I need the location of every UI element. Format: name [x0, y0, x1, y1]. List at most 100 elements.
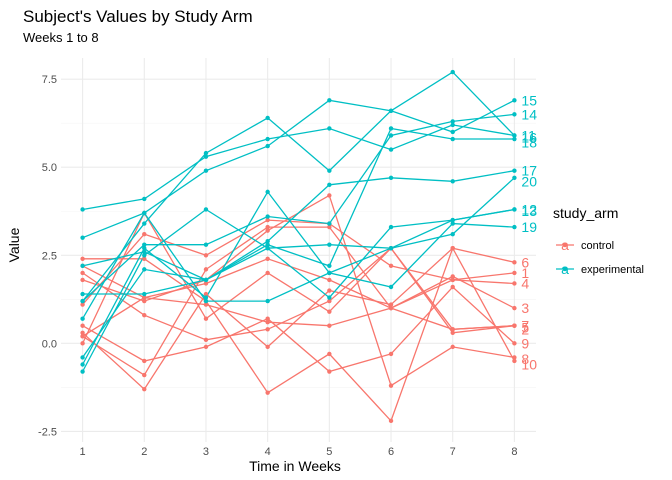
data-point-17: [80, 263, 85, 269]
end-label-10: 10: [521, 356, 537, 372]
data-point-18: [512, 175, 517, 180]
series-line-3: [82, 265, 515, 327]
data-point-4: [512, 281, 517, 286]
end-label-15: 15: [521, 92, 537, 108]
legend-label-experimental: experimental: [581, 264, 644, 276]
data-point-13: [265, 246, 270, 251]
y-tick-label: 5.0: [42, 162, 57, 174]
series-line-17: [82, 170, 515, 281]
series-line-14: [82, 113, 515, 302]
x-tick-label: 7: [450, 446, 456, 458]
data-point-3: [327, 323, 332, 328]
data-point-1: [142, 372, 147, 378]
data-point-2: [142, 312, 147, 318]
series-line-5: [82, 211, 515, 344]
data-point-9: [142, 358, 147, 364]
end-label-2: 2: [521, 321, 529, 337]
data-point-15: [265, 115, 270, 121]
data-point-20: [327, 270, 332, 276]
x-tick-label: 6: [388, 446, 394, 458]
data-point-17: [327, 182, 332, 188]
data-point-7: [142, 295, 147, 300]
data-point-11: [388, 147, 394, 152]
end-label-6: 6: [521, 254, 529, 270]
end-label-18: 18: [521, 135, 537, 151]
series-line-15: [82, 99, 515, 302]
end-label-17: 17: [521, 163, 537, 179]
end-label-3: 3: [521, 300, 529, 316]
data-point-4: [388, 263, 394, 269]
data-point-1: [512, 270, 517, 276]
data-point-1: [327, 224, 332, 230]
data-point-2: [327, 298, 332, 304]
x-tick-label: 5: [326, 446, 332, 458]
series-points: [80, 69, 517, 424]
data-point-20: [450, 221, 455, 226]
data-point-13: [450, 217, 455, 223]
legend-title: study_arm: [553, 205, 618, 221]
data-point-7: [512, 323, 517, 328]
data-point-15: [327, 168, 332, 173]
end-label-11: 11: [521, 128, 536, 144]
data-point-13: [142, 253, 147, 258]
series-line-13: [82, 208, 515, 372]
data-point-19: [450, 136, 455, 142]
data-point-11: [142, 196, 147, 202]
data-point-20: [388, 284, 394, 290]
end-label-16: 16: [521, 129, 537, 145]
data-point-15: [512, 98, 517, 103]
data-point-7: [203, 281, 209, 286]
data-point-19: [265, 242, 270, 247]
end-label-14: 14: [521, 106, 537, 122]
series-line-2: [82, 247, 515, 341]
data-point-14: [265, 214, 270, 219]
legend-key-point: [562, 242, 568, 248]
data-point-15: [142, 221, 147, 226]
data-point-11: [327, 126, 332, 131]
data-point-14: [450, 119, 455, 124]
data-point-16: [203, 168, 209, 173]
y-axis-ticks: -2.5 0.0 2.5 5.0 7.5: [38, 74, 57, 438]
legend: study_arm a control a experimental: [553, 205, 644, 277]
series-line-16: [82, 71, 515, 320]
series-lines: [82, 71, 515, 423]
series-line-18: [82, 177, 515, 302]
data-point-2: [265, 327, 270, 332]
data-point-7: [450, 327, 455, 332]
data-point-13: [327, 295, 332, 300]
data-point-6: [388, 302, 394, 307]
data-point-16: [450, 69, 455, 75]
data-point-18: [450, 231, 455, 237]
data-point-8: [80, 256, 85, 262]
data-point-18: [265, 298, 270, 304]
data-point-11: [203, 154, 209, 159]
series-line-1: [82, 226, 515, 377]
data-point-7: [388, 305, 394, 311]
data-point-20: [265, 189, 270, 195]
data-point-20: [512, 224, 517, 230]
data-point-8: [512, 358, 517, 364]
data-point-14: [512, 112, 517, 117]
legend-item-experimental: a experimental: [556, 261, 644, 277]
data-point-4: [265, 217, 270, 223]
data-point-18: [203, 298, 209, 304]
data-point-5: [265, 270, 270, 276]
data-point-9: [327, 369, 332, 374]
data-point-5: [327, 309, 332, 314]
data-point-2: [450, 330, 455, 335]
data-point-8: [388, 418, 394, 424]
data-point-10: [265, 228, 270, 233]
legend-label-control: control: [581, 240, 614, 252]
data-point-3: [450, 274, 455, 279]
chart-title: Subject's Values by Study Arm: [23, 7, 253, 26]
data-point-10: [450, 344, 455, 350]
series-line-6: [82, 247, 515, 391]
data-point-7: [265, 256, 270, 262]
x-tick-label: 1: [80, 446, 86, 458]
x-axis-title: Time in Weeks: [249, 458, 341, 474]
end-label-5: 5: [521, 320, 529, 336]
data-point-3: [203, 302, 209, 307]
end-label-1: 1: [521, 265, 529, 281]
data-point-9: [80, 323, 85, 328]
